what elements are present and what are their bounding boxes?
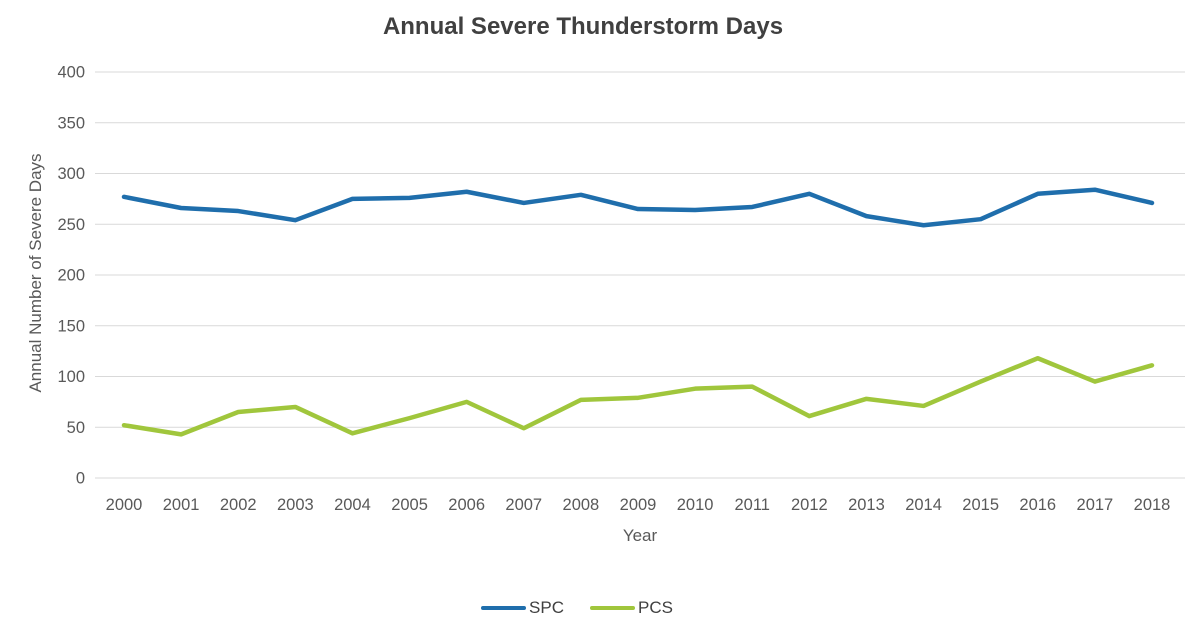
y-tick-label: 50 (67, 419, 85, 437)
legend: SPC PCS (0, 598, 1154, 618)
x-tick-label: 2007 (505, 496, 542, 514)
x-tick-label: 2001 (163, 496, 200, 514)
x-tick-label: 2003 (277, 496, 314, 514)
x-tick-label: 2012 (791, 496, 828, 514)
x-tick-label: 2002 (220, 496, 257, 514)
y-tick-label: 250 (57, 216, 85, 234)
y-tick-label: 100 (57, 368, 85, 386)
x-tick-label: 2016 (1019, 496, 1056, 514)
x-tick-label: 2000 (106, 496, 143, 514)
y-tick-label: 350 (57, 114, 85, 132)
y-tick-label: 0 (76, 470, 85, 488)
x-tick-label: 2011 (734, 496, 769, 514)
x-tick-label: 2015 (962, 496, 999, 514)
x-tick-label: 2009 (620, 496, 657, 514)
y-tick-label: 400 (57, 64, 85, 82)
y-tick-label: 150 (57, 317, 85, 335)
x-tick-label: 2010 (677, 496, 714, 514)
legend-item-pcs: PCS (590, 598, 673, 618)
y-tick-label: 200 (57, 267, 85, 285)
x-tick-label: 2018 (1134, 496, 1171, 514)
y-axis-title: Annual Number of Severe Days (26, 153, 45, 393)
x-tick-label: 2017 (1077, 496, 1114, 514)
x-tick-label: 2013 (848, 496, 885, 514)
legend-label-pcs: PCS (638, 598, 673, 617)
x-tick-label: 2006 (448, 496, 485, 514)
x-tick-label: 2008 (563, 496, 600, 514)
x-tick-label: 2014 (905, 496, 942, 514)
series-line-spc (121, 187, 1155, 228)
chart-title: Annual Severe Thunderstorm Days (382, 13, 784, 40)
x-axis-title: Year (622, 526, 658, 545)
x-tick-label: 2004 (334, 496, 371, 514)
y-tick-label: 300 (57, 165, 85, 183)
legend-swatch-pcs (590, 606, 635, 610)
series-line-pcs (121, 355, 1155, 437)
legend-swatch-spc (481, 606, 527, 610)
legend-label-spc: SPC (529, 598, 564, 617)
x-tick-label: 2005 (391, 496, 428, 514)
legend-item-spc: SPC (481, 598, 564, 618)
